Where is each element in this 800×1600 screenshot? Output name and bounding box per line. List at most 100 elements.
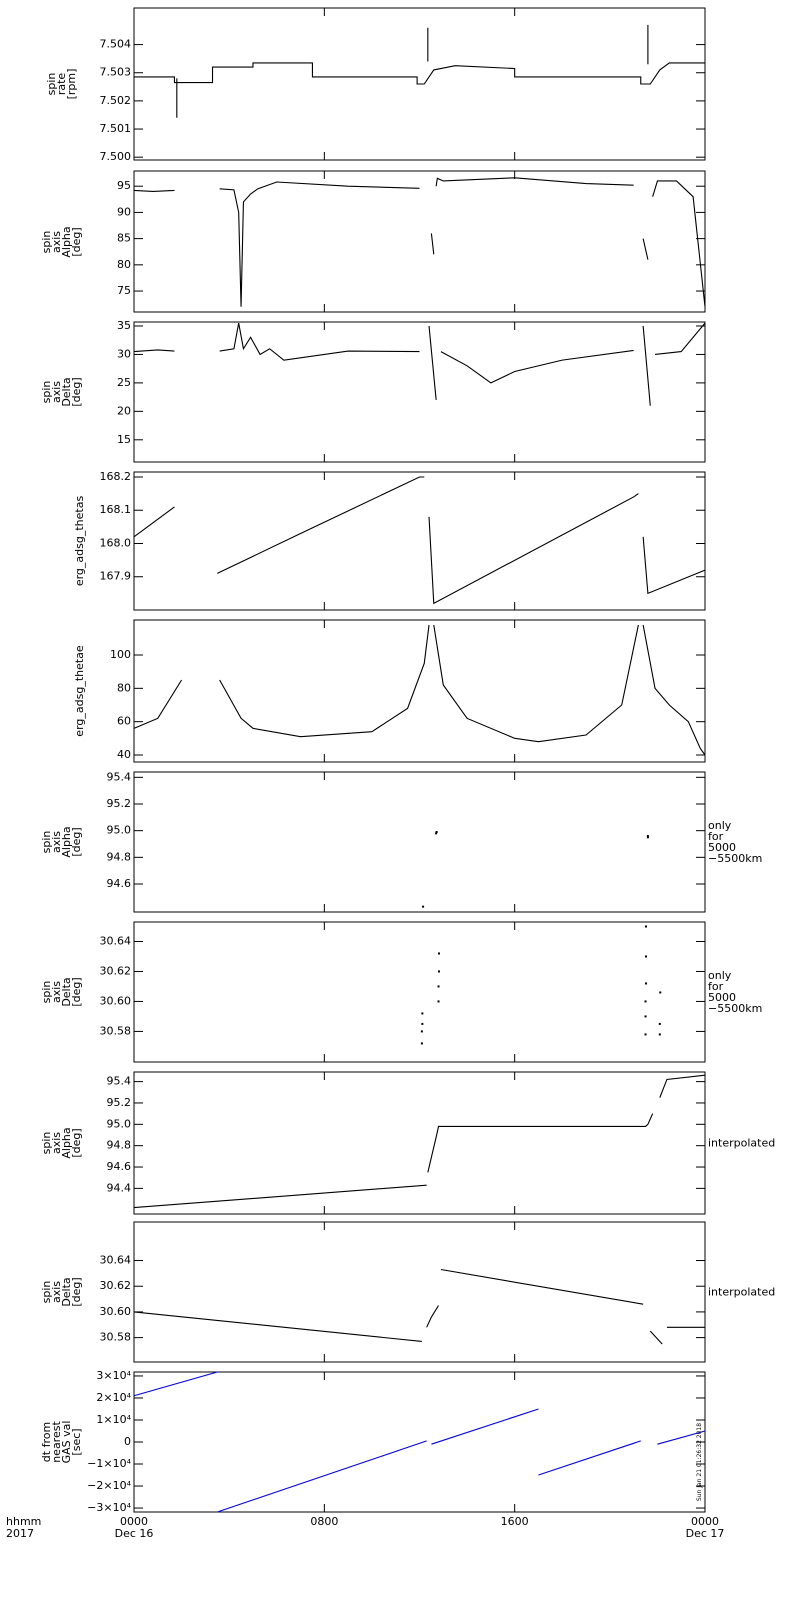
side-note: interpolated: [708, 1285, 776, 1299]
y-tick-label: 30.62: [100, 964, 132, 977]
data-point: [437, 1000, 440, 1003]
plot-frame: [133, 1071, 706, 1215]
data-point: [659, 991, 662, 994]
y-tick-label: 95.2: [107, 1096, 132, 1109]
data-line: [133, 177, 706, 307]
y-tick-label: 95.4: [107, 770, 132, 783]
y-tick-label: 95.0: [107, 1117, 132, 1130]
y-tick-label: 94.6: [107, 1160, 132, 1173]
plot-frame: [133, 1221, 706, 1363]
x-axis-label: hhmm 2017: [6, 1515, 42, 1540]
y-tick-label: 95.4: [107, 1075, 132, 1088]
y-tick-label: 80: [117, 681, 131, 694]
data-point: [646, 835, 649, 837]
y-tick-label: 30: [117, 347, 131, 360]
data-point: [644, 1015, 647, 1018]
y-tick-label: 167.9: [100, 570, 132, 583]
data-line: [133, 1268, 705, 1345]
y-axis-label: spin axis Delta [deg]: [40, 1277, 83, 1307]
y-axis-label: spin axis Alpha [deg]: [40, 225, 83, 258]
y-tick-label: 30.60: [100, 1305, 132, 1318]
y-tick-label: 60: [117, 715, 131, 728]
y-tick-label: 90: [117, 205, 131, 218]
y-tick-label: 15: [117, 433, 131, 446]
y-tick-label: 7.500: [100, 150, 132, 163]
y-axis-label: spin axis Alpha [deg]: [40, 826, 83, 858]
y-tick-label: 30.64: [100, 1254, 132, 1267]
y-tick-label: 75: [117, 284, 131, 297]
data-line: [133, 476, 706, 605]
y-tick-label: 7.504: [100, 38, 132, 51]
x-tick-label: 0000 Dec 16: [114, 1515, 154, 1540]
y-axis-label: spin rate [rpm]: [45, 68, 78, 100]
data-point: [422, 905, 425, 908]
data-point: [644, 1000, 647, 1003]
y-tick-label: 7.503: [100, 66, 132, 79]
x-tick-label: 0000 Dec 17: [685, 1515, 725, 1540]
y-tick-label: 40: [117, 748, 131, 761]
data-line: [134, 24, 705, 118]
x-tick-label: 1600: [500, 1515, 529, 1528]
y-tick-label: 30.64: [100, 934, 132, 947]
y-tick-label: 95.2: [107, 797, 132, 810]
y-tick-label: 30.58: [100, 1024, 132, 1037]
y-tick-label: −2×10⁴: [87, 1479, 131, 1492]
data-line: [133, 1371, 706, 1513]
data-point: [644, 982, 647, 985]
y-axis-label: erg_adsg_thetas: [73, 495, 86, 587]
data-point: [644, 1033, 647, 1036]
y-tick-label: 2×10⁴: [96, 1391, 131, 1404]
plot-frame: [133, 921, 706, 1063]
y-tick-label: 85: [117, 232, 131, 245]
y-tick-label: 30.62: [100, 1279, 132, 1292]
data-line: [133, 624, 706, 756]
side-note: interpolated: [708, 1136, 776, 1150]
y-tick-label: 94.8: [107, 850, 132, 863]
data-point: [420, 1030, 423, 1033]
y-axis-label: spin axis Delta [deg]: [40, 377, 83, 407]
side-note: only for 5000 −5500km: [708, 819, 763, 865]
plot-frame: [133, 771, 706, 913]
y-tick-label: 7.502: [100, 94, 132, 107]
data-point: [438, 952, 441, 955]
y-tick-label: 168.1: [100, 503, 132, 516]
x-tick-label: 0800: [310, 1515, 339, 1528]
y-tick-label: 30.58: [100, 1331, 132, 1344]
plot-frame: [133, 170, 706, 313]
y-tick-label: −1×10⁴: [87, 1457, 131, 1470]
y-tick-label: 80: [117, 258, 131, 271]
data-point: [420, 1042, 423, 1045]
data-point: [435, 831, 438, 833]
data-point: [421, 1012, 424, 1015]
data-point: [658, 1033, 661, 1036]
y-tick-label: −3×10⁴: [87, 1501, 131, 1514]
y-axis-label: dt from nearest GAS val [sec]: [40, 1420, 83, 1464]
data-point: [644, 955, 647, 958]
y-tick-label: 95.0: [107, 824, 132, 837]
y-tick-label: 1×10⁴: [96, 1413, 131, 1426]
y-tick-label: 7.501: [100, 122, 132, 135]
y-tick-label: 168.0: [100, 536, 132, 549]
y-axis-label: erg_adsg_thetae: [73, 645, 86, 737]
y-tick-label: 100: [110, 648, 131, 661]
plot-frame: [133, 7, 706, 161]
y-axis-label: spin axis Alpha [deg]: [40, 1127, 83, 1159]
plot-frame: [133, 1371, 706, 1513]
y-tick-label: 3×10⁴: [96, 1369, 131, 1382]
data-line: [133, 1074, 706, 1209]
y-tick-label: 94.6: [107, 877, 132, 890]
y-tick-label: 0: [124, 1435, 131, 1448]
y-tick-label: 95: [117, 179, 131, 192]
plot-frame: [133, 321, 706, 463]
y-tick-label: 94.4: [107, 1181, 132, 1194]
data-point: [646, 836, 649, 839]
data-line: [133, 322, 706, 406]
y-tick-label: 25: [117, 376, 131, 389]
y-tick-label: 30.60: [100, 994, 132, 1007]
data-point: [435, 832, 438, 835]
plot-frame: [133, 619, 706, 763]
y-axis-label: spin axis Delta [deg]: [40, 977, 83, 1007]
y-tick-label: 168.2: [100, 470, 132, 483]
